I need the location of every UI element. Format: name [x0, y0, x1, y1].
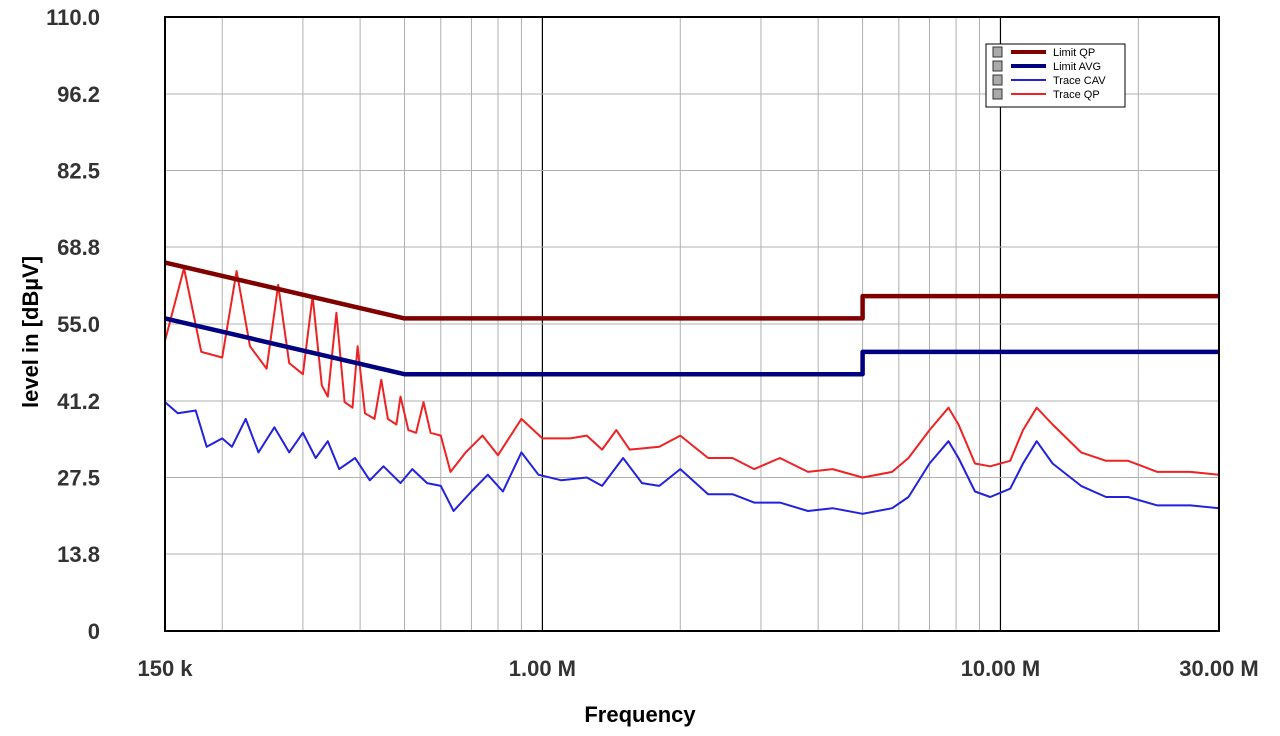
y-tick-label: 110.0: [46, 5, 100, 30]
y-tick-label: 96.2: [57, 82, 100, 107]
y-tick-label: 13.8: [57, 542, 100, 567]
y-tick-label: 27.5: [57, 466, 100, 491]
legend-box: [985, 43, 1126, 108]
y-tick-label: 0: [88, 619, 100, 644]
legend-checkbox: [992, 46, 1003, 58]
legend-label: Limit AVG: [1053, 61, 1101, 73]
legend-label: Limit QP: [1053, 47, 1095, 59]
y-tick-label: 68.8: [57, 235, 100, 260]
legend-label: Trace CAV: [1053, 75, 1106, 87]
y-tick-label: 41.2: [57, 389, 100, 414]
plot-frame: [164, 16, 1220, 632]
y-axis-title: level in [dBµV]: [18, 256, 43, 408]
x-tick-label: 1.00 M: [509, 656, 576, 681]
legend-label: Trace QP: [1053, 89, 1100, 101]
legend-checkbox: [992, 60, 1003, 72]
legend-checkbox: [992, 88, 1003, 100]
x-axis-ticks: 150 k 1.00 M 10.00 M 30.00 M: [137, 656, 1258, 681]
legend-checkbox: [992, 74, 1003, 86]
y-tick-label: 55.0: [57, 312, 100, 337]
y-tick-label: 82.5: [57, 159, 100, 184]
series-line-trace-cav: [164, 401, 1220, 515]
legend: Limit QP Limit AVG Trace CAV Trace QP: [985, 43, 1126, 108]
y-axis-ticks: 110.0 96.2 82.5 68.8 55.0 41.2 27.5 13.8 0: [46, 5, 100, 644]
x-axis-title: Frequency: [584, 702, 696, 727]
x-tick-label: 10.00 M: [961, 656, 1041, 681]
x-tick-label: 30.00 M: [1179, 656, 1259, 681]
series-line-limit-qp: [164, 260, 1219, 321]
x-tick-label: 150 k: [137, 656, 193, 681]
series-line-limit-avg: [164, 316, 1219, 377]
series-layer: [164, 260, 1220, 515]
